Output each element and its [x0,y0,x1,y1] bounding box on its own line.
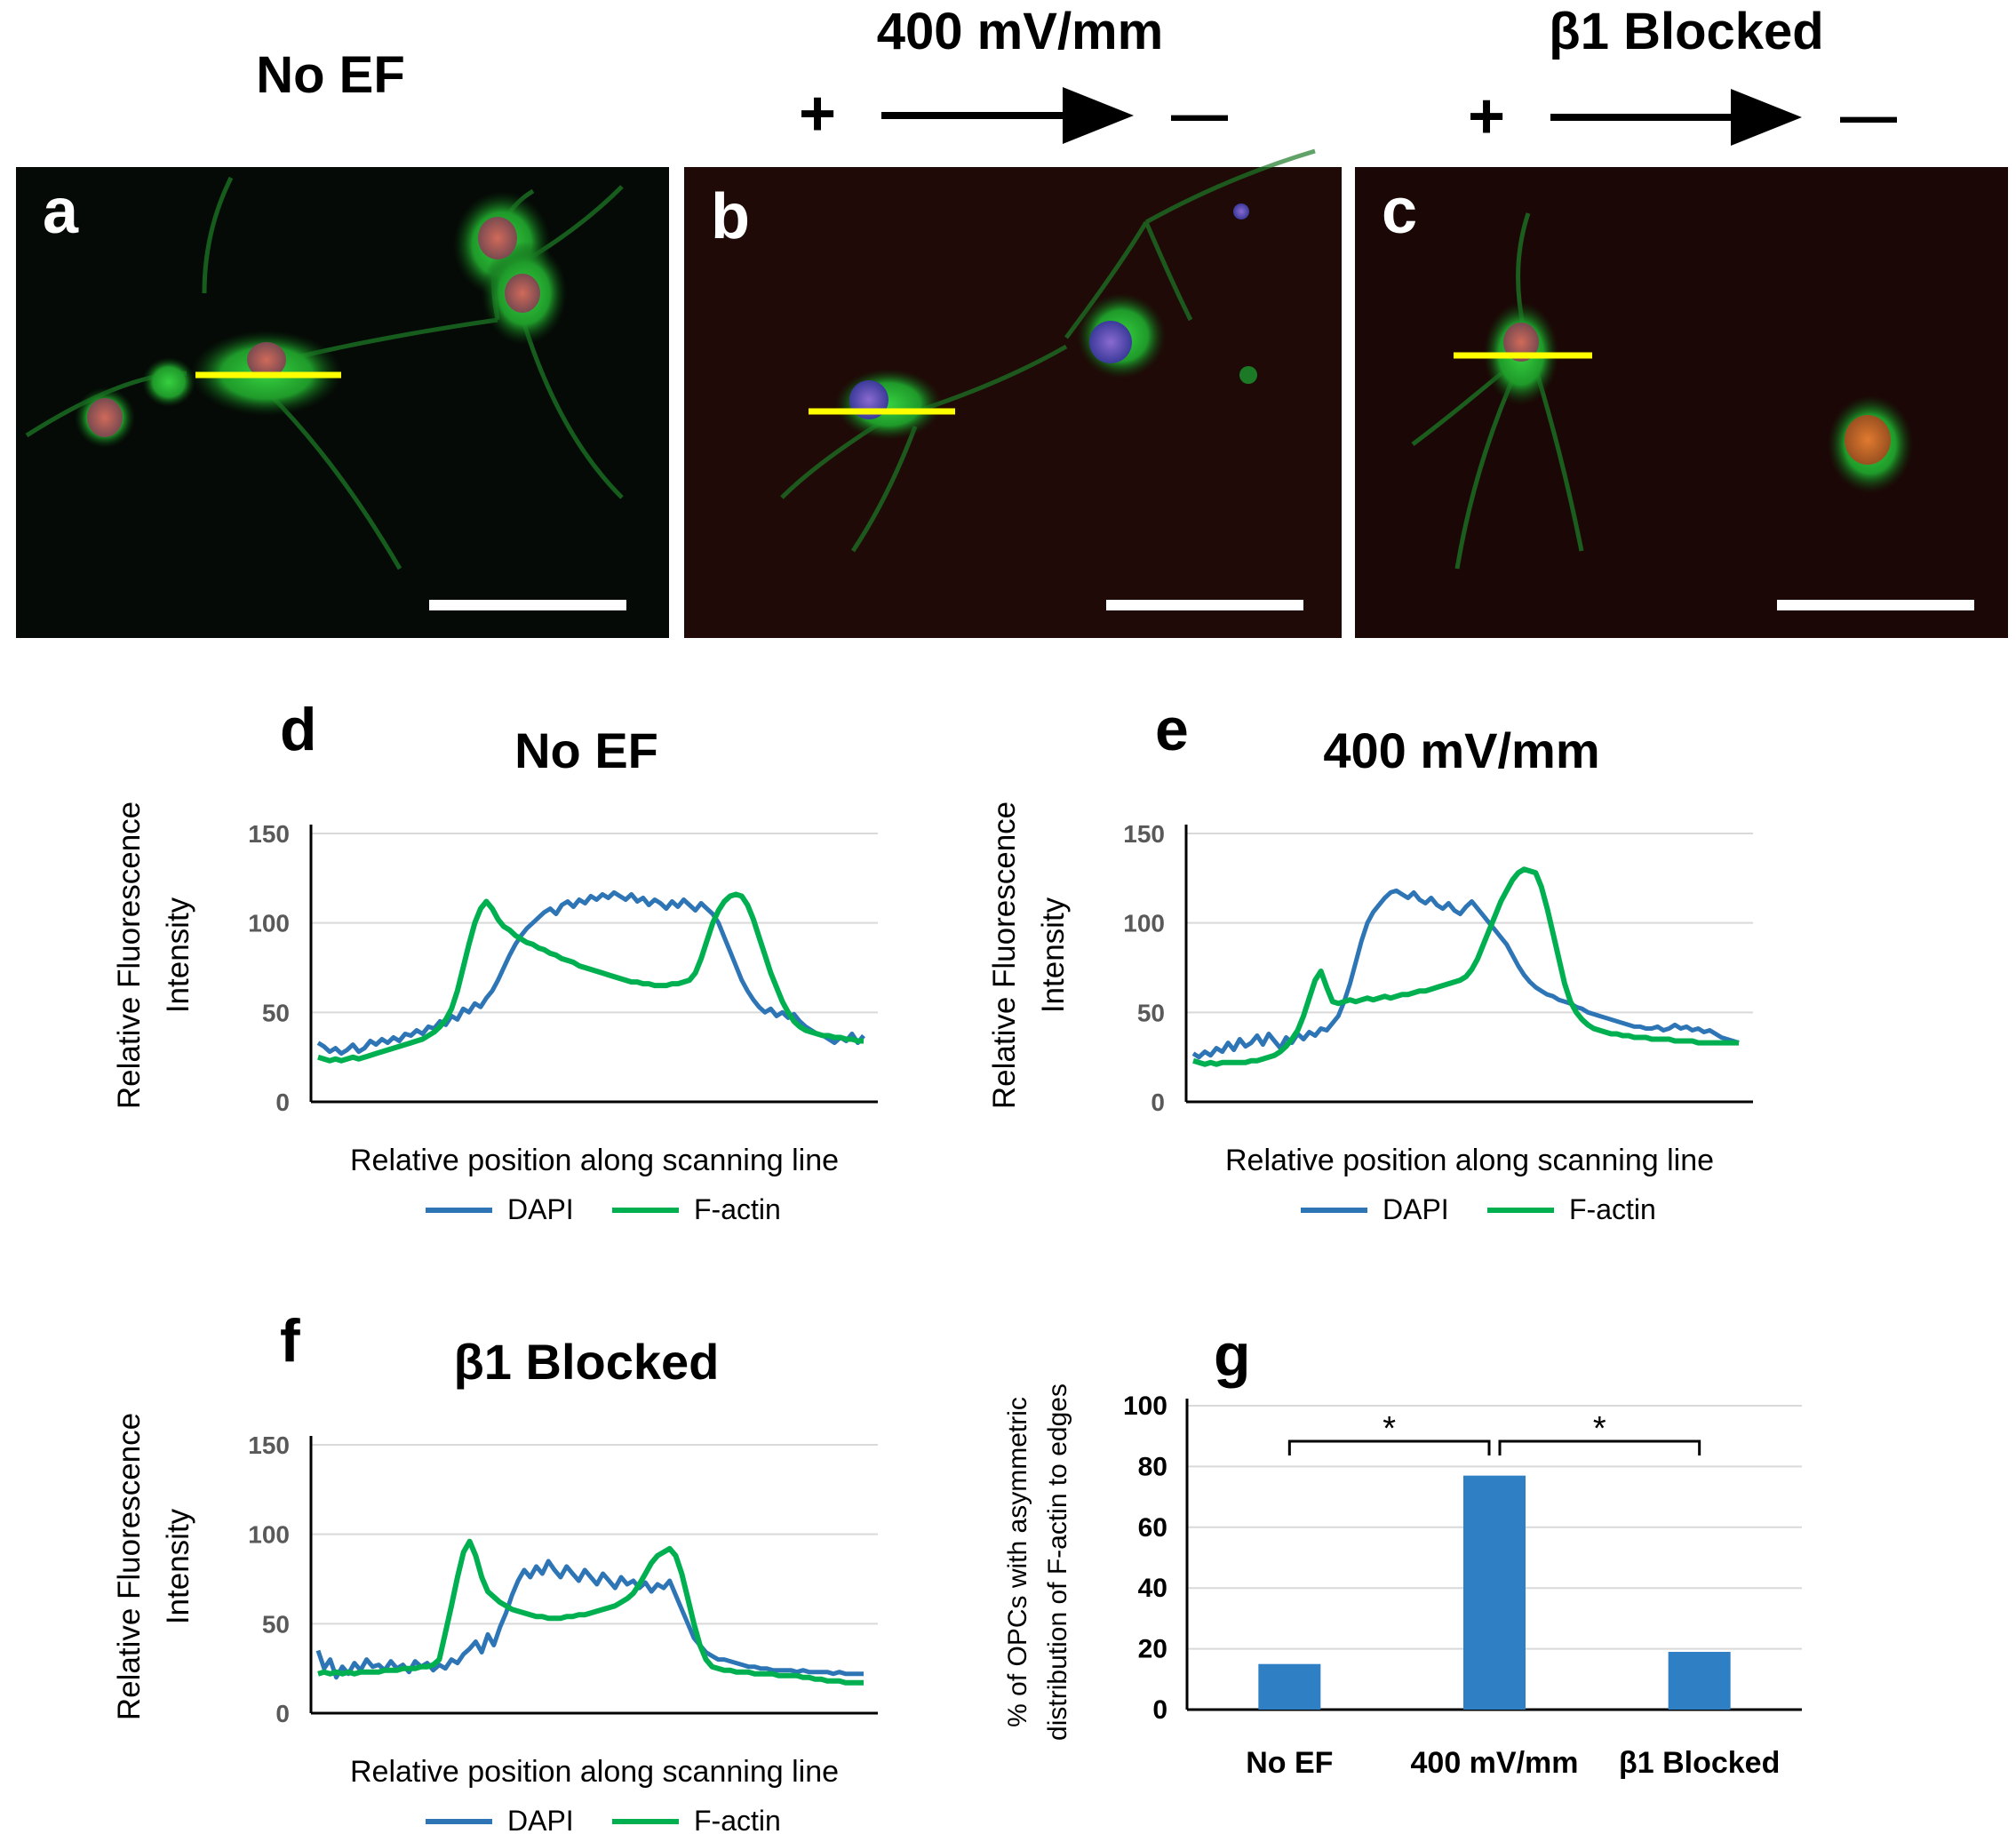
significance-star: * [1383,1410,1396,1447]
nucleus [1089,321,1132,363]
micrograph-c-bg [1355,167,2008,638]
series-line-factin [317,1538,864,1686]
x-axis-label: Relative position along scanning line [350,1755,839,1789]
series-line-factin [1192,866,1739,1067]
y-tick-label: 150 [248,820,290,848]
y-axis-label: Intensity [161,897,195,1013]
y-tick-label: 60 [1138,1513,1167,1543]
micrograph-a: a [16,167,669,638]
y-axis-label: distribution of F-actin to edges [1043,1383,1072,1741]
x-category-label: No EF [1246,1746,1333,1780]
legend-label: DAPI [507,1805,574,1837]
nucleus [478,217,517,259]
nucleus [505,274,540,313]
series-line-dapi [316,889,865,1057]
panel-letter-e: e [1155,696,1189,763]
chart-d: d No EF 0 50 100 150 Relative Fluorescence Inte… [112,696,878,1225]
panel-letter-b: b [711,181,750,252]
y-tick-label: 150 [1123,820,1165,848]
chart-title: β1 Blocked [454,1334,720,1390]
series-line-dapi [315,1559,864,1680]
legend-label: F-actin [694,1805,781,1837]
y-axis-label: Relative Fluorescence [987,801,1022,1109]
minus-sign-c: — [1840,84,1897,148]
nucleus [1503,323,1539,362]
x-axis-label: Relative position along scanning line [1225,1144,1714,1177]
nucleus [1845,415,1891,465]
y-tick-label: 50 [262,999,290,1026]
cell-process [780,148,1316,553]
y-tick-label: 100 [1123,910,1165,937]
nucleus [247,342,286,378]
panel-letter-a: a [43,176,79,247]
y-tick-label: 50 [1137,999,1165,1026]
y-tick-label: 0 [275,1700,290,1727]
chart-e: e 400 mV/mm 0 50 100 150 Relative Fluorescence… [987,696,1753,1225]
cell-body [142,357,195,407]
bar-1 [1463,1475,1526,1710]
y-axis-label: Intensity [1036,897,1071,1013]
chart-f: f β1 Blocked 0 50 100 150 Relative Fluorescenc… [112,1307,878,1837]
significance-star: * [1593,1410,1606,1447]
panel-letter-c: c [1382,176,1417,247]
chart-g: g 0 20 40 60 80 100 % of OPCs with asymmetric di… [1003,1321,1802,1780]
y-tick-label: 0 [1152,1695,1167,1725]
plus-sign-c: + [1468,81,1505,152]
y-tick-label: 100 [1123,1391,1167,1421]
y-tick-label: 80 [1138,1452,1167,1481]
y-tick-label: 40 [1138,1574,1167,1603]
legend-label: DAPI [1383,1193,1449,1225]
series-line-factin [317,891,864,1064]
y-tick-label: 100 [248,910,290,937]
y-axis-label: Relative Fluorescence [112,1413,147,1720]
micrograph-b-bg [684,167,1342,638]
significance-bracket [1287,1439,1491,1455]
panel-letter-d: d [280,696,317,763]
nucleus [87,398,123,437]
x-axis-label: Relative position along scanning line [350,1144,839,1177]
panel-letter-g: g [1214,1321,1251,1389]
panel-letter-f: f [280,1307,300,1375]
minus-sign-b: — [1171,82,1228,146]
legend-label: DAPI [507,1193,574,1225]
nucleus [1233,203,1249,219]
cell-process [1411,212,1584,570]
legend-label: F-actin [694,1193,781,1225]
y-tick-label: 20 [1138,1635,1167,1664]
debris [1239,366,1257,384]
legend-label: F-actin [1569,1193,1656,1225]
panel-c-title: β1 Blocked [1549,3,1823,60]
significance-bracket [1498,1439,1701,1455]
plus-sign-b: + [799,78,836,149]
y-tick-label: 150 [248,1431,290,1459]
y-tick-label: 100 [248,1521,290,1549]
x-category-label: β1 Blocked [1619,1746,1780,1780]
panel-a-title: No EF [256,46,405,104]
bar-2 [1668,1652,1731,1710]
panel-b-title: 400 mV/mm [877,3,1163,60]
y-tick-label: 0 [1151,1088,1165,1116]
chart-title: 400 mV/mm [1323,722,1599,778]
micrograph-c: c [1355,167,2008,638]
y-axis-label: Intensity [161,1508,195,1624]
y-axis-label: % of OPCs with asymmetric [1003,1397,1032,1727]
x-category-label: 400 mV/mm [1411,1746,1579,1780]
micrograph-b: b [684,148,1342,638]
chart-title: No EF [514,722,658,778]
y-tick-label: 50 [262,1610,290,1638]
y-tick-label: 0 [275,1088,290,1116]
series-line-dapi [1191,888,1740,1060]
bar-0 [1258,1663,1321,1710]
y-axis-label: Relative Fluorescence [112,801,147,1109]
